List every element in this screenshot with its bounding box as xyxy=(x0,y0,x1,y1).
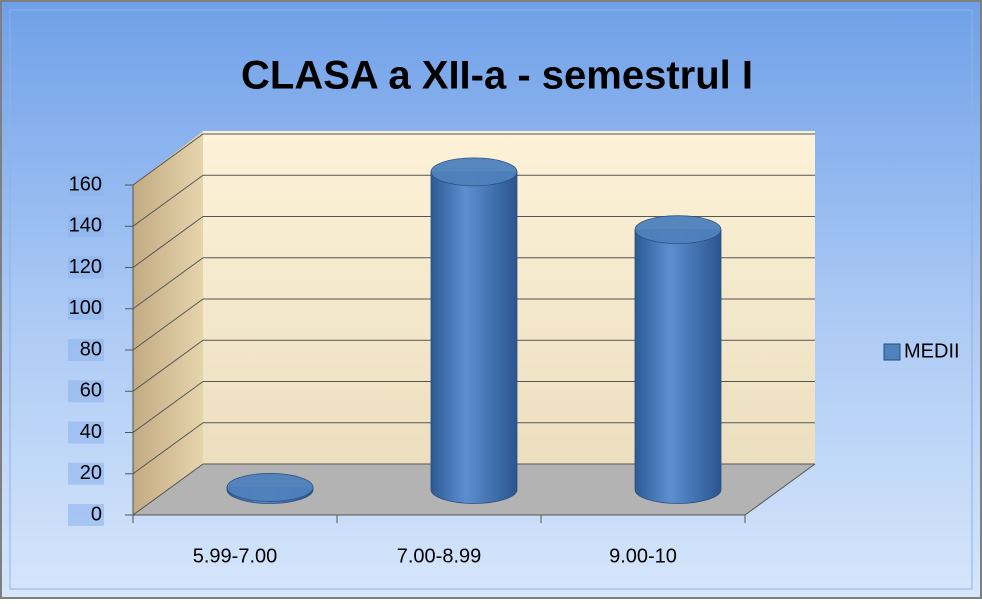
y-tick-label-bg xyxy=(68,297,104,320)
y-tick-label-bg xyxy=(68,215,104,238)
y-tick-label: 40 xyxy=(80,421,102,443)
y-tick-label-bg xyxy=(68,421,104,444)
y-tick-label: 80 xyxy=(80,338,102,360)
y-tick-label-bg xyxy=(68,256,104,279)
floor-edge xyxy=(744,463,816,516)
y-tick-label: 160 xyxy=(69,173,102,195)
bar xyxy=(634,229,722,504)
y-tick-label: 100 xyxy=(69,297,102,319)
bar xyxy=(430,171,518,504)
y-tick-label: 20 xyxy=(80,462,102,484)
chart-frame xyxy=(9,9,973,590)
grid-line xyxy=(132,133,204,186)
grid-line xyxy=(132,381,204,433)
y-tick-label-bg xyxy=(68,339,104,361)
y-tick-label-bg xyxy=(68,380,104,403)
y-tick-label: 140 xyxy=(69,215,102,237)
y-tick-label-bg xyxy=(68,504,104,526)
y-tick-label: 120 xyxy=(69,256,102,278)
x-tick-label: 7.00-8.99 xyxy=(397,545,482,567)
grid-line xyxy=(132,422,204,475)
y-tick-label: 0 xyxy=(91,503,102,525)
legend-swatch xyxy=(883,343,901,361)
y-tick-label-bg xyxy=(68,462,104,485)
grid-line xyxy=(132,339,204,392)
y-tick-label-bg xyxy=(68,174,104,196)
side-wall xyxy=(133,131,203,515)
x-tick-label: 9.00-10 xyxy=(609,545,677,567)
legend-label: MEDII xyxy=(904,340,960,362)
grid-line xyxy=(132,257,204,310)
grid-line xyxy=(132,298,204,351)
bar-top xyxy=(634,215,722,245)
y-tick-label: 60 xyxy=(80,380,102,402)
grid-line xyxy=(132,463,204,516)
chart-title: CLASA a XII-a - semestrul I xyxy=(241,54,753,98)
bar-top xyxy=(226,473,314,502)
bar-top xyxy=(430,157,518,187)
grid-line xyxy=(132,216,204,268)
x-tick-label: 5.99-7.00 xyxy=(193,545,278,567)
grid-line xyxy=(132,174,204,227)
